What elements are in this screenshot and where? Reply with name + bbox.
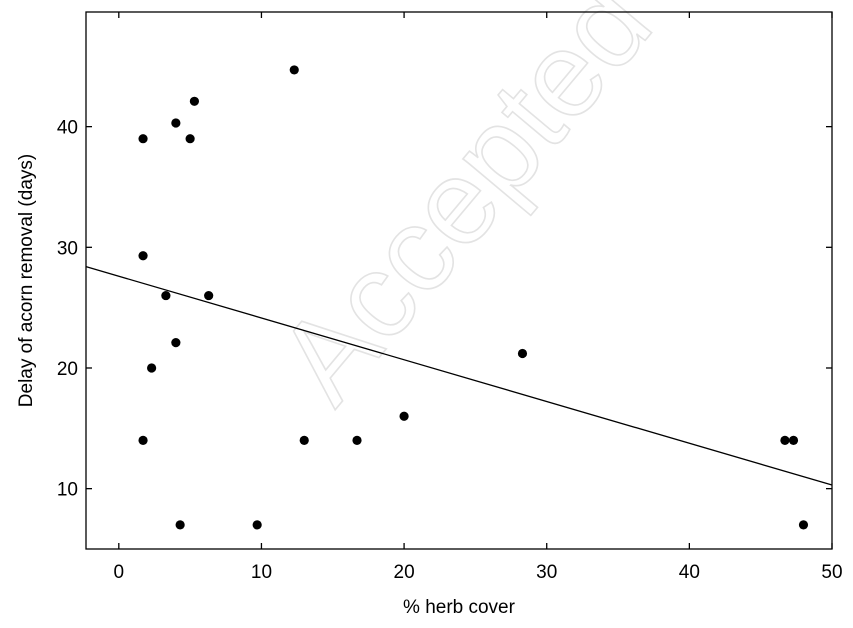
data-point <box>185 134 195 144</box>
data-point <box>252 520 262 530</box>
plot-frame <box>85 11 833 550</box>
data-point <box>175 520 185 530</box>
data-point <box>780 435 790 445</box>
x-tick-label: 0 <box>114 562 125 583</box>
x-axis-label: % herb cover <box>403 597 516 618</box>
y-tick-label: 40 <box>57 118 78 139</box>
x-tick-label: 30 <box>536 562 557 583</box>
data-point <box>299 435 309 445</box>
x-tick-label: 50 <box>821 562 842 583</box>
y-tick-label: 30 <box>57 238 78 259</box>
axis-tick-labels: 0 10 20 30 40 50 10 20 30 40 <box>57 118 843 583</box>
data-point <box>138 435 148 445</box>
x-tick-label: 10 <box>251 562 272 583</box>
data-point <box>147 363 157 373</box>
data-point <box>399 411 409 421</box>
regression-line <box>85 265 833 486</box>
data-point <box>138 134 148 144</box>
data-point <box>788 435 799 445</box>
data-point <box>171 338 181 348</box>
y-axis-label: Delay of acorn removal (days) <box>16 154 37 407</box>
data-point <box>171 118 181 128</box>
data-points <box>138 65 809 530</box>
watermark-text: Accepted m <box>252 0 762 427</box>
data-point <box>138 251 148 261</box>
y-tick-label: 20 <box>57 359 78 380</box>
data-point <box>189 96 200 106</box>
data-point <box>289 65 299 75</box>
data-point <box>352 435 362 445</box>
data-point <box>798 520 809 530</box>
x-tick-label: 40 <box>679 562 700 583</box>
y-tick-label: 10 <box>57 480 78 501</box>
data-point <box>204 290 214 301</box>
data-point <box>517 348 528 359</box>
data-point <box>161 290 171 301</box>
x-tick-label: 20 <box>394 562 415 583</box>
